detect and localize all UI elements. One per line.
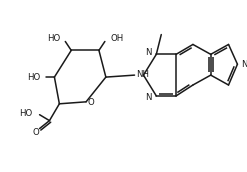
Text: HO: HO	[27, 73, 40, 82]
Text: NH: NH	[136, 70, 149, 79]
Text: HO: HO	[19, 109, 32, 118]
Text: O: O	[88, 98, 94, 107]
Text: HO: HO	[47, 34, 60, 43]
Text: O: O	[32, 128, 39, 137]
Text: N: N	[241, 60, 247, 69]
Text: OH: OH	[110, 34, 123, 43]
Text: N: N	[145, 93, 151, 102]
Text: N: N	[145, 48, 151, 57]
